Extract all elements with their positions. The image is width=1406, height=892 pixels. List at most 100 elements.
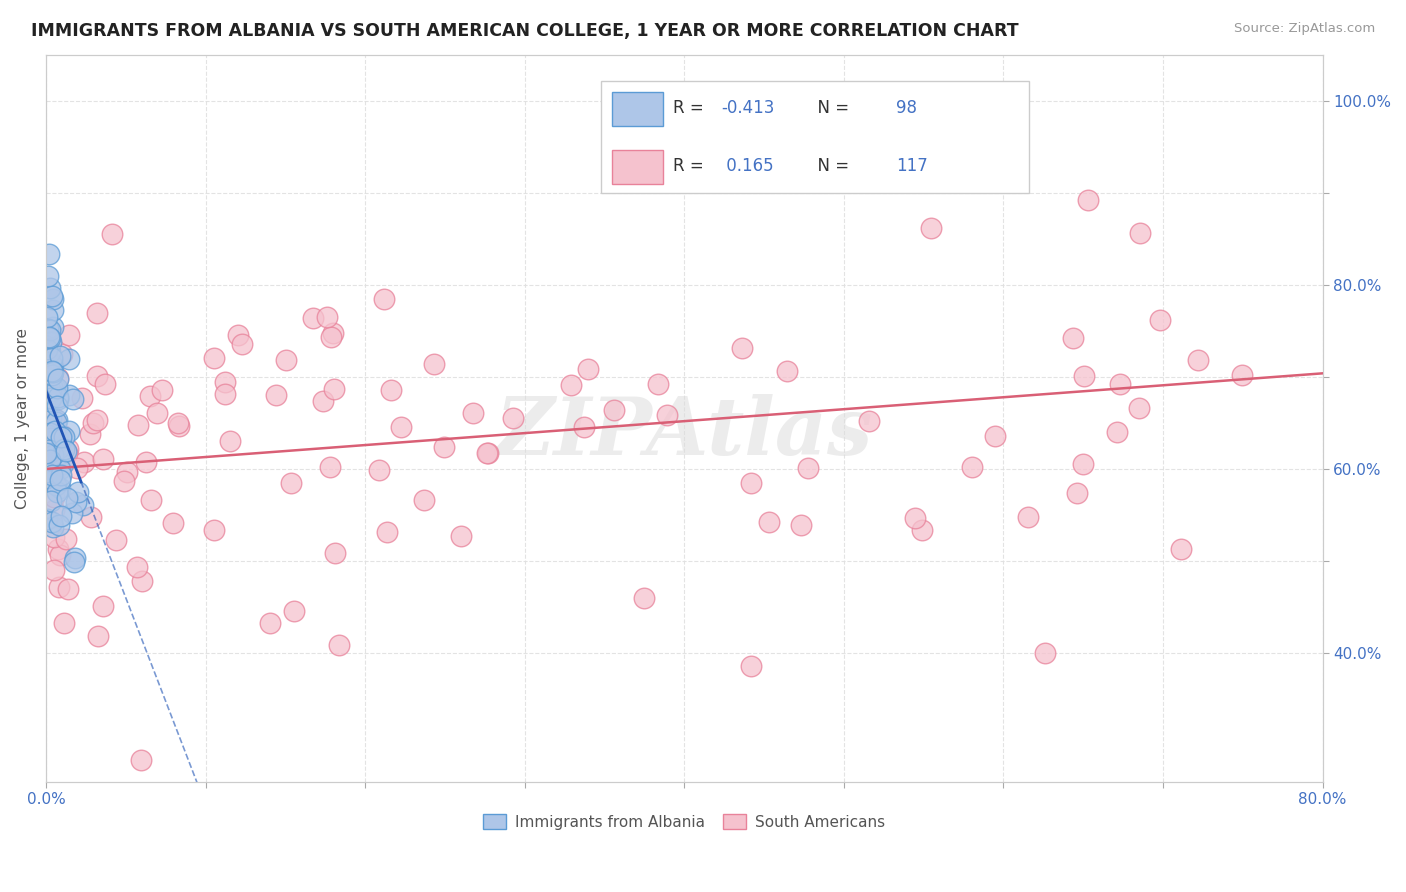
- Point: [37, 377, 59, 392]
- Text: R =: R =: [673, 157, 709, 176]
- Point: [962, 459, 984, 474]
- Point: [1187, 353, 1209, 368]
- Point: [758, 515, 780, 529]
- FancyBboxPatch shape: [602, 80, 1029, 194]
- Point: [45, 478, 67, 492]
- Point: [202, 524, 225, 538]
- Point: [51, 428, 73, 442]
- Point: [86, 369, 108, 384]
- Point: [1033, 646, 1056, 660]
- Text: N =: N =: [807, 99, 855, 117]
- Point: [214, 386, 236, 401]
- Point: [104, 533, 127, 547]
- Point: [322, 326, 344, 341]
- Text: Source: ZipAtlas.com: Source: ZipAtlas.com: [1234, 22, 1375, 36]
- Point: [167, 418, 190, 433]
- Point: [319, 459, 342, 474]
- Point: [461, 406, 484, 420]
- Point: [46, 484, 69, 499]
- Point: [131, 574, 153, 588]
- Point: [790, 518, 813, 533]
- Point: [41, 429, 63, 443]
- Point: [35, 361, 58, 376]
- Point: [82, 416, 104, 430]
- Point: [58, 327, 80, 342]
- Point: [433, 440, 456, 454]
- Point: [58, 582, 80, 596]
- Point: [858, 414, 880, 428]
- Point: [39, 475, 62, 489]
- Point: [1071, 457, 1094, 471]
- Point: [475, 446, 498, 460]
- Point: [146, 406, 169, 420]
- Point: [38, 443, 60, 458]
- Point: [35, 389, 58, 403]
- Point: [576, 361, 599, 376]
- Point: [39, 439, 62, 453]
- Point: [35, 512, 58, 526]
- Point: [66, 461, 89, 475]
- Point: [51, 429, 73, 443]
- Point: [58, 425, 80, 439]
- Point: [41, 364, 63, 378]
- Point: [55, 533, 77, 547]
- Point: [502, 411, 524, 425]
- Point: [1170, 542, 1192, 557]
- Point: [48, 441, 70, 455]
- Point: [41, 410, 63, 425]
- Point: [37, 310, 59, 324]
- Point: [38, 453, 60, 467]
- Point: [218, 434, 240, 449]
- Point: [39, 493, 62, 508]
- Point: [49, 474, 72, 488]
- Point: [46, 391, 69, 405]
- Point: [79, 426, 101, 441]
- Point: [647, 376, 669, 391]
- Point: [477, 446, 499, 460]
- Point: [39, 431, 62, 445]
- Point: [42, 502, 65, 516]
- Point: [1017, 509, 1039, 524]
- Point: [1109, 377, 1132, 392]
- Text: 117: 117: [896, 157, 928, 176]
- Point: [42, 319, 65, 334]
- Point: [52, 457, 75, 471]
- Text: 0.165: 0.165: [721, 157, 773, 176]
- Point: [42, 448, 65, 462]
- Point: [1077, 194, 1099, 208]
- Point: [560, 378, 582, 392]
- Point: [42, 448, 65, 462]
- Point: [41, 368, 63, 382]
- Point: [60, 506, 83, 520]
- Point: [797, 461, 820, 475]
- Point: [86, 413, 108, 427]
- Point: [42, 472, 65, 486]
- Point: [46, 541, 69, 556]
- Point: [41, 358, 63, 372]
- Text: N =: N =: [807, 157, 855, 176]
- Point: [37, 321, 59, 335]
- Point: [62, 555, 84, 569]
- Point: [58, 351, 80, 366]
- Point: [91, 451, 114, 466]
- Point: [911, 523, 934, 537]
- Point: [1129, 226, 1152, 240]
- Point: [39, 393, 62, 408]
- Point: [389, 420, 412, 434]
- Point: [39, 392, 62, 406]
- Point: [112, 474, 135, 488]
- Point: [46, 392, 69, 406]
- Point: [39, 384, 62, 398]
- Point: [35, 445, 58, 459]
- Point: [41, 515, 63, 529]
- Point: [39, 386, 62, 401]
- Point: [776, 364, 799, 378]
- Point: [37, 268, 59, 283]
- Point: [904, 511, 927, 525]
- Point: [39, 331, 62, 345]
- Point: [62, 392, 84, 406]
- Point: [49, 548, 72, 562]
- Point: [1066, 486, 1088, 500]
- Point: [63, 551, 86, 566]
- Point: [51, 430, 73, 444]
